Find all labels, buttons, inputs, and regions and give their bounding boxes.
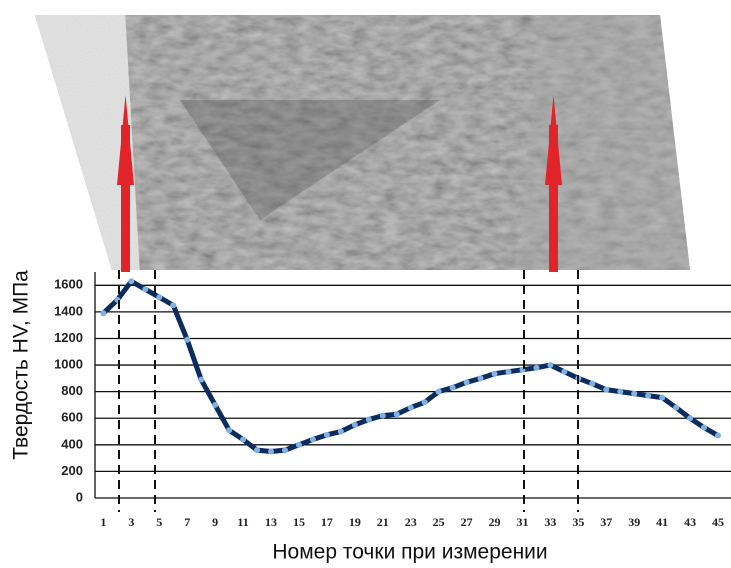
data-point <box>408 405 414 411</box>
data-point <box>324 432 330 438</box>
data-point <box>422 399 428 405</box>
x-tick-label: 35 <box>572 515 584 529</box>
x-tick-label: 43 <box>684 515 696 529</box>
x-tick-label: 37 <box>600 515 612 529</box>
x-tick-label: 29 <box>489 515 501 529</box>
x-tick-label: 33 <box>544 515 556 529</box>
data-point <box>603 387 609 393</box>
data-point <box>687 415 693 421</box>
data-point <box>505 369 511 375</box>
x-tick-label: 45 <box>712 515 724 529</box>
x-tick-label: 17 <box>321 515 333 529</box>
data-point <box>561 369 567 375</box>
y-tick-label: 1600 <box>54 277 83 292</box>
data-point <box>394 411 400 417</box>
x-tick-label: 27 <box>461 515 473 529</box>
y-tick-label: 800 <box>61 383 83 398</box>
x-tick-label: 9 <box>212 515 218 529</box>
data-point <box>352 422 358 428</box>
data-point <box>338 429 344 435</box>
micrograph <box>30 10 700 275</box>
x-tick-label: 5 <box>156 515 162 529</box>
data-point <box>282 447 288 453</box>
data-point <box>533 365 539 371</box>
plot-background <box>95 272 731 498</box>
y-tick-label: 1200 <box>54 330 83 345</box>
figure: 0200400600800100012001400160013579111315… <box>0 0 731 568</box>
y-tick-label: 0 <box>76 489 83 504</box>
data-point <box>617 389 623 395</box>
x-tick-label: 41 <box>656 515 668 529</box>
y-tick-label: 600 <box>61 410 83 425</box>
data-point <box>450 385 456 391</box>
data-point <box>128 278 134 284</box>
data-point <box>254 447 260 453</box>
data-point <box>156 294 162 300</box>
data-point <box>464 379 470 385</box>
data-point <box>100 310 106 316</box>
x-tick-label: 25 <box>433 515 445 529</box>
data-point <box>170 302 176 308</box>
y-tick-label: 1400 <box>54 303 83 318</box>
x-tick-label: 39 <box>628 515 640 529</box>
y-axis-label: Твердость HV, МПа <box>10 270 33 460</box>
x-tick-label: 23 <box>405 515 417 529</box>
x-axis-label: Номер точки при измерении <box>272 541 547 564</box>
data-point <box>310 437 316 443</box>
y-tick-label: 400 <box>61 436 83 451</box>
data-point <box>478 375 484 381</box>
data-point <box>184 337 190 343</box>
data-point <box>701 425 707 431</box>
data-point <box>436 389 442 395</box>
data-point <box>142 286 148 292</box>
x-tick-label: 21 <box>377 515 389 529</box>
x-tick-label: 3 <box>128 515 134 529</box>
data-point <box>631 391 637 397</box>
x-tick-label: 11 <box>237 515 248 529</box>
y-tick-label: 200 <box>61 463 83 478</box>
data-point <box>240 437 246 443</box>
data-point <box>212 402 218 408</box>
data-point <box>492 371 498 377</box>
x-tick-label: 1 <box>100 515 106 529</box>
data-point <box>226 427 232 433</box>
data-point <box>659 395 665 401</box>
data-point <box>198 377 204 383</box>
data-point <box>296 442 302 448</box>
x-tick-label: 19 <box>349 515 361 529</box>
data-point <box>715 433 721 439</box>
x-tick-label: 15 <box>293 515 305 529</box>
data-point <box>645 393 651 399</box>
x-tick-label: 7 <box>184 515 190 529</box>
data-point <box>380 413 386 419</box>
data-point <box>547 362 553 368</box>
data-point <box>673 405 679 411</box>
x-tick-label: 13 <box>265 515 277 529</box>
data-point <box>268 448 274 454</box>
data-point <box>589 381 595 387</box>
x-tick-label: 31 <box>516 515 528 529</box>
y-tick-label: 1000 <box>54 356 83 371</box>
data-point <box>366 417 372 423</box>
